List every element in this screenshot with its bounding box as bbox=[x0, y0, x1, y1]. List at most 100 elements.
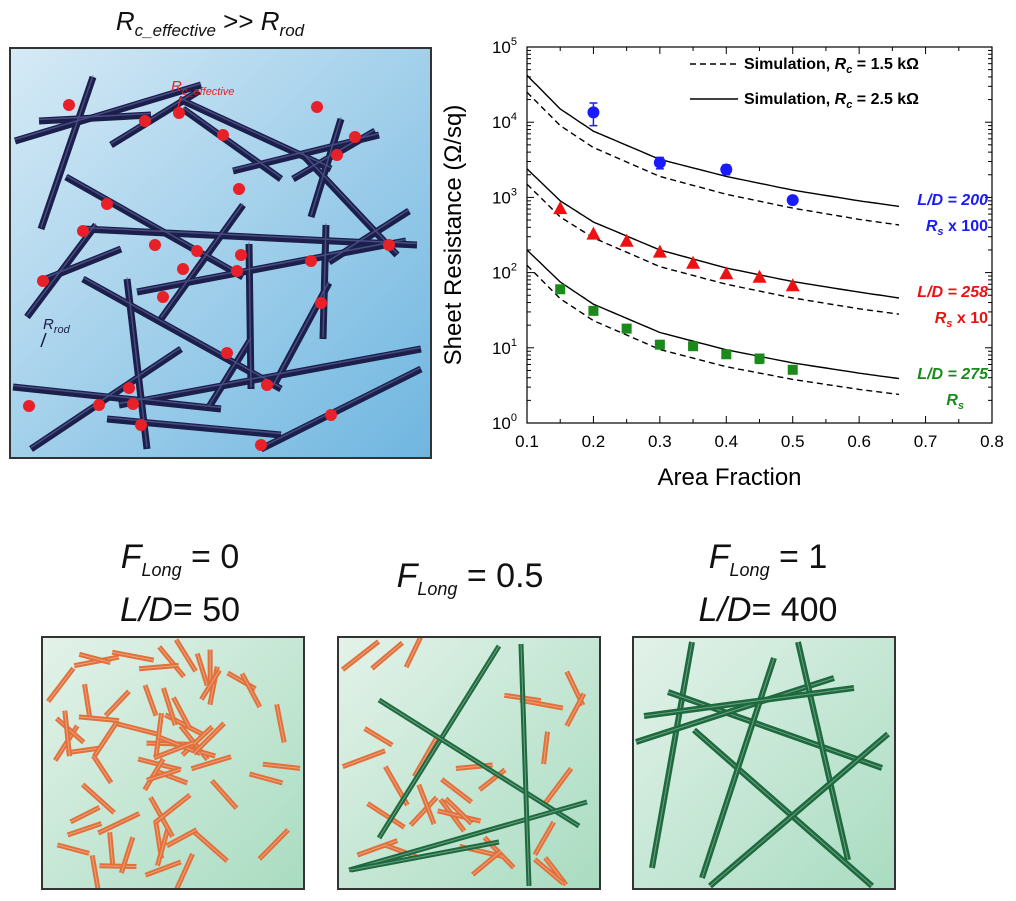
panel3-label: FLong = 1 L/D= 400 bbox=[698, 538, 838, 629]
short-rod bbox=[274, 703, 287, 744]
junction-dot bbox=[191, 245, 203, 257]
short-rod bbox=[142, 757, 166, 792]
long-rod bbox=[377, 697, 581, 829]
short-rod bbox=[56, 842, 90, 856]
short-rod bbox=[69, 805, 101, 825]
short-rod bbox=[80, 782, 116, 815]
nanorod bbox=[38, 111, 152, 125]
short-rod bbox=[190, 754, 232, 772]
data-point-square bbox=[721, 349, 732, 360]
data-point-triangle bbox=[719, 266, 734, 280]
short-rod bbox=[99, 863, 137, 870]
x-axis-label: Area Fraction bbox=[657, 464, 801, 491]
mixed-rods-svg bbox=[339, 638, 599, 888]
junction-dot bbox=[383, 239, 395, 251]
short-rod bbox=[97, 811, 141, 836]
data-point-square bbox=[621, 323, 632, 334]
sim-solid-curve bbox=[526, 249, 900, 380]
data-point-triangle bbox=[619, 233, 634, 247]
junction-dot bbox=[315, 297, 327, 309]
data-point-triangle bbox=[686, 255, 701, 269]
short-rod bbox=[370, 640, 405, 671]
short-rod bbox=[239, 672, 263, 709]
x-tick-label: 0.7 bbox=[914, 432, 938, 451]
short-rod bbox=[145, 767, 180, 783]
short-rod bbox=[477, 767, 507, 792]
short-rod bbox=[78, 714, 120, 724]
series-annotation-scale: Rs bbox=[946, 392, 964, 412]
x-tick-label: 0.5 bbox=[781, 432, 805, 451]
junction-dot bbox=[231, 265, 243, 277]
series-annotation-ld: L/D = 275 bbox=[917, 366, 989, 383]
y-axis-label: Sheet Resistance (Ω/sq) bbox=[440, 105, 467, 366]
nanorod bbox=[327, 208, 411, 265]
nanorod bbox=[81, 275, 283, 393]
short-rod bbox=[199, 668, 222, 701]
rc-effective-label: Rc_effective bbox=[171, 78, 234, 98]
junction-dot bbox=[311, 101, 323, 113]
junction-dot bbox=[217, 129, 229, 141]
short-rod bbox=[115, 721, 161, 738]
nanorod bbox=[29, 346, 183, 452]
nanorod bbox=[300, 152, 400, 258]
nanorod bbox=[180, 106, 284, 182]
short-rod bbox=[356, 838, 399, 858]
short-rod bbox=[366, 801, 406, 830]
short-rod bbox=[341, 639, 381, 672]
short-rod bbox=[153, 712, 165, 758]
short-rods-svg bbox=[43, 638, 303, 888]
junction-dot bbox=[235, 249, 247, 261]
long-rods-svg bbox=[634, 638, 894, 888]
nanorod bbox=[12, 383, 222, 413]
short-rod bbox=[165, 827, 198, 848]
data-point-circle bbox=[786, 194, 799, 207]
short-rod bbox=[54, 716, 86, 745]
short-rod bbox=[92, 719, 120, 758]
data-point-square bbox=[588, 305, 599, 316]
sim-solid-curve bbox=[526, 74, 900, 208]
junction-dot bbox=[157, 291, 169, 303]
short-rod bbox=[437, 808, 482, 824]
long-rod bbox=[376, 644, 502, 840]
panel-flong-0-5 bbox=[337, 636, 601, 890]
short-rod bbox=[192, 830, 229, 863]
panel-flong-1 bbox=[632, 636, 896, 890]
nanorod bbox=[206, 337, 254, 409]
short-rod bbox=[107, 832, 116, 868]
short-rod bbox=[152, 740, 195, 761]
junction-dot bbox=[255, 439, 267, 451]
junction-dot bbox=[127, 398, 139, 410]
junction-dot bbox=[305, 255, 317, 267]
short-rod bbox=[161, 687, 178, 727]
nanorod bbox=[259, 365, 423, 453]
short-rod bbox=[363, 726, 394, 748]
rrod-label: Rrod bbox=[43, 316, 71, 336]
data-point-circle bbox=[653, 156, 666, 169]
short-rod bbox=[416, 783, 437, 825]
sim-dashed-curve bbox=[526, 91, 900, 226]
short-rod bbox=[157, 645, 186, 679]
data-point-square bbox=[654, 339, 665, 350]
short-rod bbox=[66, 821, 103, 838]
short-rod bbox=[138, 662, 179, 672]
data-point-square bbox=[754, 353, 765, 364]
long-rod bbox=[699, 657, 777, 879]
junction-dot bbox=[77, 225, 89, 237]
data-point-square bbox=[787, 364, 798, 375]
short-rod bbox=[248, 771, 284, 786]
junction-dot bbox=[331, 149, 343, 161]
junction-dot bbox=[261, 379, 273, 391]
junction-dot bbox=[63, 99, 75, 111]
short-rod bbox=[519, 697, 564, 711]
junction-dot bbox=[93, 399, 105, 411]
long-rod bbox=[348, 799, 588, 873]
series-annotation-ld: L/D = 258 bbox=[917, 284, 988, 301]
series-annotation-ld: L/D = 200 bbox=[917, 192, 988, 209]
data-point-triangle bbox=[785, 278, 800, 292]
sim-dashed-curve bbox=[526, 264, 900, 396]
junction-dot bbox=[101, 198, 113, 210]
short-rod bbox=[171, 696, 193, 730]
data-point-circle bbox=[720, 163, 733, 176]
short-rod bbox=[62, 710, 73, 757]
short-rod bbox=[91, 754, 114, 785]
